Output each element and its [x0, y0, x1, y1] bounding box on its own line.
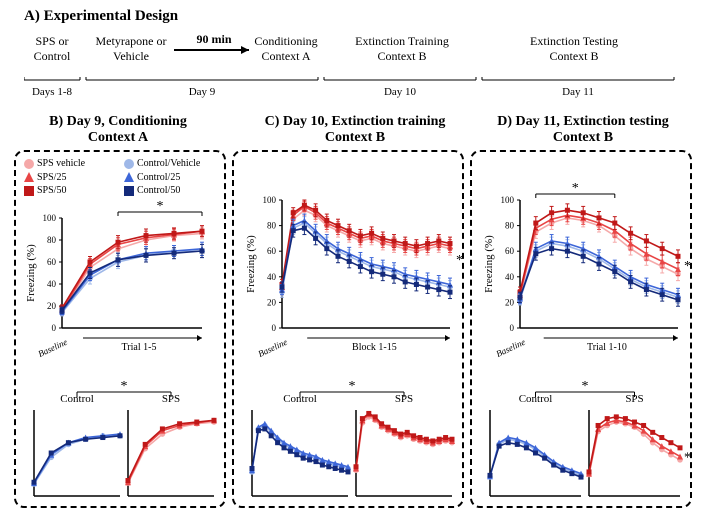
svg-text:60: 60 — [505, 246, 515, 256]
svg-text:Baseline: Baseline — [37, 337, 69, 359]
svg-text:Block 1-15: Block 1-15 — [352, 342, 397, 353]
svg-text:20: 20 — [267, 297, 277, 307]
svg-text:20: 20 — [47, 301, 57, 311]
svg-text:80: 80 — [267, 221, 277, 231]
svg-text:0: 0 — [52, 323, 57, 333]
svg-text:80: 80 — [47, 235, 57, 245]
svg-text:*: * — [157, 199, 164, 214]
svg-text:100: 100 — [263, 195, 277, 205]
svg-text:*: * — [121, 379, 128, 394]
svg-text:*: * — [684, 451, 691, 466]
svg-text:40: 40 — [505, 272, 515, 282]
svg-text:Trial 1-5: Trial 1-5 — [122, 342, 157, 353]
svg-text:*: * — [582, 379, 589, 394]
svg-text:Baseline: Baseline — [495, 337, 527, 359]
svg-text:60: 60 — [47, 257, 57, 267]
svg-text:0: 0 — [510, 323, 515, 333]
svg-text:20: 20 — [505, 297, 515, 307]
svg-text:*: * — [349, 379, 356, 394]
svg-text:60: 60 — [267, 246, 277, 256]
charts-svg: 0 20 40 60 80 100 Freezing (%) Baseline Trial 1-… — [0, 0, 704, 520]
svg-text:80: 80 — [505, 221, 515, 231]
svg-text:Trial 1-10: Trial 1-10 — [587, 342, 627, 353]
svg-text:40: 40 — [267, 272, 277, 282]
svg-text:0: 0 — [272, 323, 277, 333]
svg-text:40: 40 — [47, 279, 57, 289]
svg-text:Freezing (%): Freezing (%) — [245, 235, 257, 293]
svg-text:*: * — [572, 181, 579, 196]
svg-text:100: 100 — [501, 195, 515, 205]
svg-text:*: * — [456, 253, 463, 268]
svg-text:Freezing (%): Freezing (%) — [25, 244, 37, 302]
svg-text:Baseline: Baseline — [257, 337, 289, 359]
svg-text:Freezing (%): Freezing (%) — [483, 235, 495, 293]
svg-text:100: 100 — [43, 213, 57, 223]
svg-text:*: * — [684, 259, 691, 274]
